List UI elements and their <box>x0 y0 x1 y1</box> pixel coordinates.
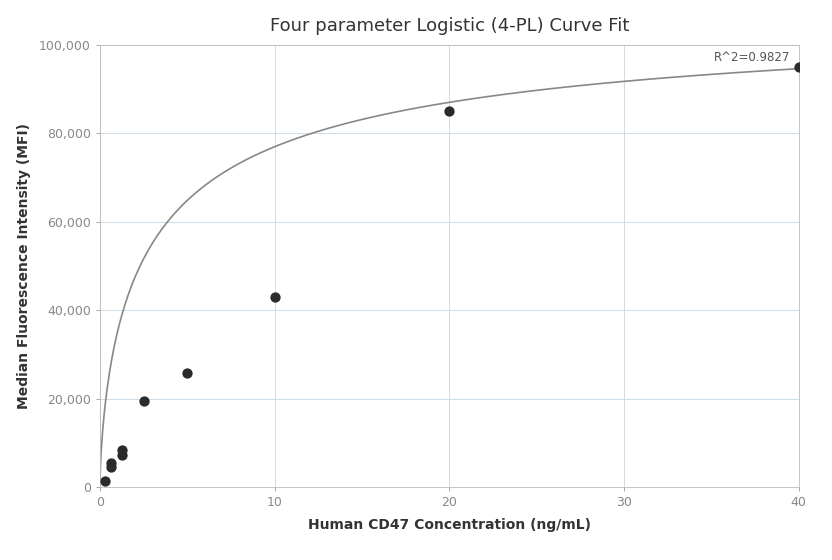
Point <box>181 368 194 377</box>
Point <box>104 459 117 468</box>
X-axis label: Human CD47 Concentration (ng/mL): Human CD47 Concentration (ng/mL) <box>308 517 591 531</box>
Text: R^2=0.9827: R^2=0.9827 <box>714 52 790 64</box>
Point <box>792 62 805 71</box>
Point <box>99 476 112 485</box>
Y-axis label: Median Fluorescence Intensity (MFI): Median Fluorescence Intensity (MFI) <box>17 123 31 409</box>
Point <box>104 463 117 472</box>
Point <box>443 106 456 115</box>
Point <box>136 396 151 405</box>
Point <box>268 292 281 301</box>
Point <box>115 451 128 460</box>
Point <box>115 445 128 454</box>
Title: Four parameter Logistic (4-PL) Curve Fit: Four parameter Logistic (4-PL) Curve Fit <box>270 17 629 35</box>
